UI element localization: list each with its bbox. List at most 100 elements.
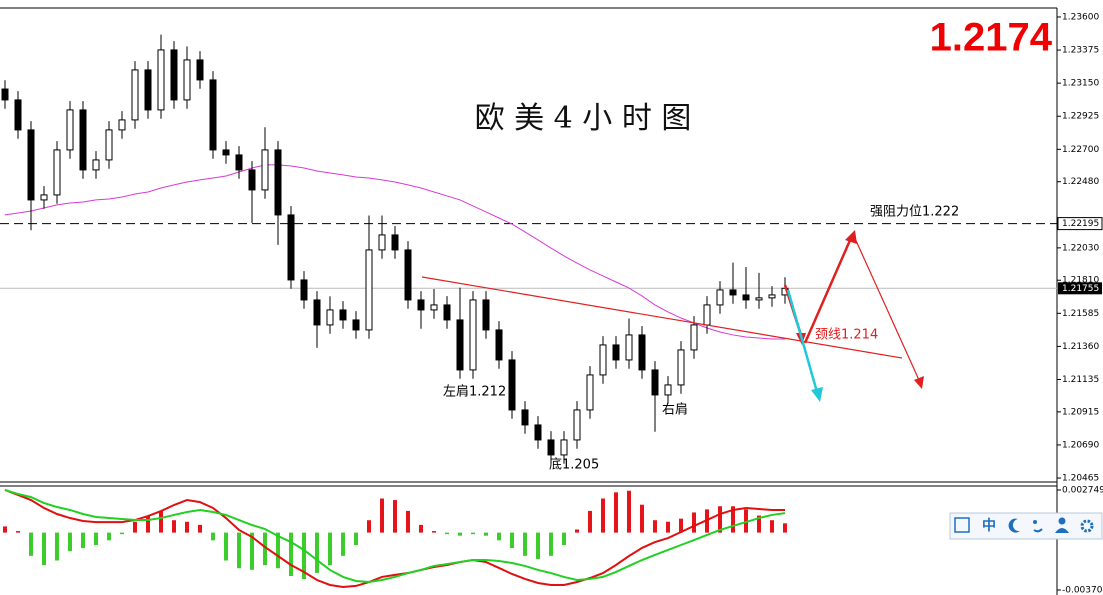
toolbar-icon[interactable] xyxy=(954,517,970,533)
toolbar-box xyxy=(949,512,1103,540)
macd-bar xyxy=(601,498,605,533)
candle-body xyxy=(339,309,347,321)
candle-body xyxy=(638,334,646,371)
macd-bar xyxy=(172,520,176,533)
candle-body xyxy=(690,324,698,351)
candle-body xyxy=(625,334,633,361)
chart-title: 欧 美 4 小 时 图 xyxy=(475,101,692,136)
candle-body xyxy=(144,69,152,111)
candle-body xyxy=(365,249,373,331)
macd-bar xyxy=(81,532,85,549)
macd-bar xyxy=(302,532,306,580)
macd-bar xyxy=(640,504,644,533)
y-tick-label: 1.22480 xyxy=(1062,177,1099,187)
y-tick-label: 1.20690 xyxy=(1062,440,1099,450)
toolbar-icon[interactable] xyxy=(1080,519,1094,533)
macd-bar xyxy=(744,509,748,533)
y-tick-label: 1.20465 xyxy=(1062,474,1099,484)
macd-bar xyxy=(588,510,592,533)
y-tick-label: 1.21585 xyxy=(1062,309,1099,319)
toolbar-icon[interactable] xyxy=(1055,528,1069,533)
macd-bar xyxy=(718,506,722,533)
macd-bar xyxy=(94,532,98,546)
arrow-head xyxy=(811,387,823,402)
y-tick-label: 1.21135 xyxy=(1062,375,1099,385)
candle-body xyxy=(326,309,334,326)
candle-body xyxy=(261,149,269,191)
macd-bar xyxy=(237,532,241,569)
y-tick-label: 1.22700 xyxy=(1062,145,1099,155)
candle-body xyxy=(560,439,568,456)
arrow xyxy=(852,233,920,381)
candle-body xyxy=(157,49,165,111)
macd-bar xyxy=(614,492,618,533)
toolbar-icon[interactable] xyxy=(1033,520,1037,524)
neckline xyxy=(421,276,903,359)
macd-bar xyxy=(536,532,540,559)
macd-bar xyxy=(146,515,150,533)
macd-bar xyxy=(341,532,345,556)
toolbar: 中 xyxy=(949,512,1103,540)
annotation: 颈线1.214 xyxy=(815,328,878,343)
macd-bar xyxy=(211,532,215,541)
annotation: 强阻力位1.222 xyxy=(870,205,959,220)
y-tick-label: 1.21360 xyxy=(1062,342,1099,352)
candle-body xyxy=(404,249,412,301)
macd-line xyxy=(4,489,786,584)
y-tick-label: 1.22925 xyxy=(1062,112,1099,122)
macd-bar xyxy=(3,526,7,533)
y-tick-label: 1.22030 xyxy=(1062,243,1099,253)
arrow-head xyxy=(914,376,924,389)
macd-bar xyxy=(42,532,46,566)
macd-bar xyxy=(445,532,449,535)
candle-body xyxy=(118,119,126,131)
macd-bar xyxy=(653,520,657,533)
macd-bar xyxy=(627,490,631,533)
macd-bar xyxy=(666,521,670,533)
candle-body xyxy=(378,234,386,251)
macd-bar xyxy=(562,532,566,546)
macd-bar xyxy=(679,518,683,533)
candle-body xyxy=(14,99,22,131)
candle-body xyxy=(573,409,581,441)
candle-body xyxy=(651,369,659,396)
candle-body xyxy=(703,304,711,326)
toolbar-language[interactable]: 中 xyxy=(982,517,996,534)
macd-bar xyxy=(224,532,228,561)
candle-body xyxy=(40,194,48,201)
candle-body xyxy=(53,149,61,196)
annotation: 左肩1.212 xyxy=(443,384,506,400)
y-tick-label: 1.21810 xyxy=(1062,276,1099,286)
macd-bar xyxy=(575,529,579,533)
candle-body xyxy=(79,109,87,171)
toolbar-icon[interactable] xyxy=(1033,528,1043,533)
annotation: 底1.205 xyxy=(549,457,599,473)
y-tick-label: 1.23150 xyxy=(1062,79,1099,89)
toolbar-icon[interactable] xyxy=(1058,517,1066,525)
candle-body xyxy=(443,304,451,321)
candle-body xyxy=(677,349,685,386)
macd-bar xyxy=(68,532,72,552)
macd-bar xyxy=(354,532,358,546)
macd-bar xyxy=(484,532,488,536)
macd-panel: 0.0027494 -0.003704 xyxy=(3,485,1103,595)
candle-body xyxy=(209,79,217,151)
candle-body xyxy=(352,319,360,331)
candle-body xyxy=(313,299,321,326)
candle-body xyxy=(131,69,139,121)
candle-body xyxy=(274,149,282,216)
macd-bar xyxy=(328,532,332,566)
macd-bar xyxy=(549,532,553,556)
arrow-head xyxy=(845,230,857,244)
candle-body xyxy=(417,299,425,311)
macd-bar xyxy=(770,520,774,533)
annotation: 右肩 xyxy=(662,402,688,418)
candle-body xyxy=(105,129,113,161)
macd-bar xyxy=(250,532,254,570)
toolbar-icon[interactable] xyxy=(1008,518,1020,533)
macd-bar xyxy=(419,524,423,533)
macd-bar xyxy=(276,532,280,569)
